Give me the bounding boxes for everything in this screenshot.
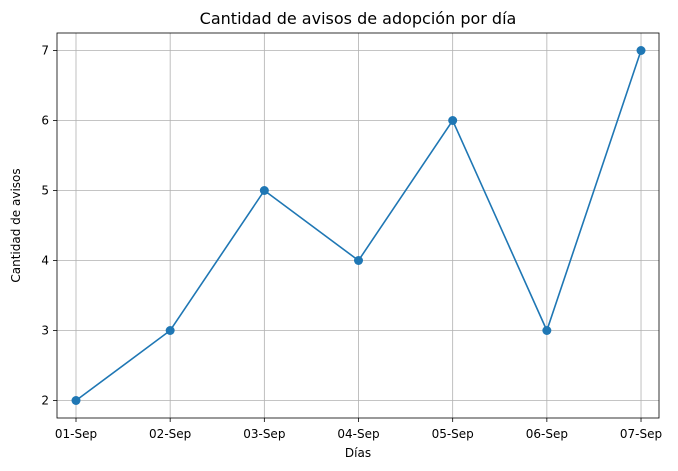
y-tick-label: 5 bbox=[41, 184, 49, 198]
data-point bbox=[165, 326, 175, 335]
x-tick-label: 04-Sep bbox=[337, 427, 379, 441]
chart-title: Cantidad de avisos de adopción por día bbox=[200, 9, 517, 28]
y-tick-label: 4 bbox=[41, 254, 49, 268]
y-tick-label: 2 bbox=[41, 394, 49, 408]
data-point bbox=[259, 186, 269, 195]
y-tick-label: 7 bbox=[41, 44, 49, 58]
y-tick-label: 6 bbox=[41, 114, 49, 128]
data-point bbox=[542, 326, 552, 335]
x-tick-label: 06-Sep bbox=[526, 427, 568, 441]
data-point bbox=[354, 256, 364, 265]
x-tick-label: 03-Sep bbox=[243, 427, 285, 441]
x-tick-label: 01-Sep bbox=[55, 427, 97, 441]
series-layer bbox=[71, 46, 646, 405]
data-point bbox=[71, 396, 81, 405]
data-point bbox=[448, 116, 458, 125]
axis-ticks: 01-Sep 02-Sep 03-Sep 04-Sep 05-Sep 06-Sep 07-S… bbox=[41, 44, 662, 442]
y-axis-label: Cantidad de avisos bbox=[9, 168, 23, 282]
plot-frame bbox=[56, 32, 660, 419]
data-point bbox=[636, 46, 646, 55]
x-tick-label: 05-Sep bbox=[432, 427, 474, 441]
y-tick-label: 3 bbox=[41, 324, 49, 338]
x-tick-label: 07-Sep bbox=[620, 427, 662, 441]
x-axis-label: Días bbox=[345, 446, 371, 460]
x-tick-label: 02-Sep bbox=[149, 427, 191, 441]
